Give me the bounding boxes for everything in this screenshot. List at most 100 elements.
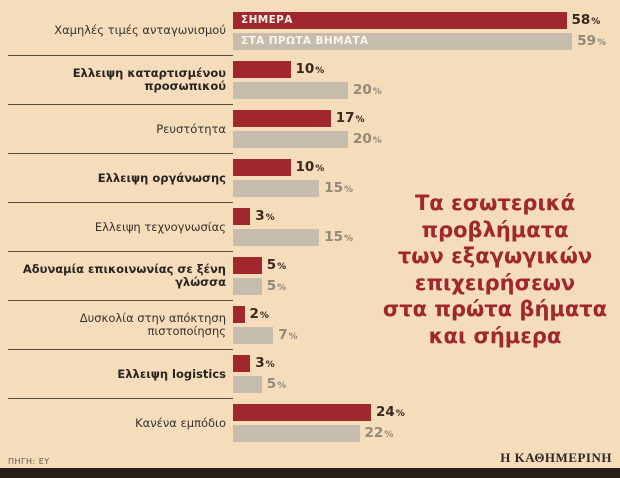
bar-line: 20% (233, 130, 620, 148)
chart-row: Ελλειψη logistics 3% 5% (0, 349, 620, 398)
bar-prota-vimata (233, 375, 262, 393)
bar-prota-vimata (233, 130, 348, 148)
bar-simera (233, 256, 262, 274)
chart-title-line: και σήμερα (428, 323, 562, 348)
bar-line: 5% (233, 256, 620, 274)
category-label-cell: Κανένα εμπόδιο (8, 398, 233, 447)
bars-cell: 5% 5% (233, 251, 620, 300)
value-label: 24% (376, 403, 405, 420)
value-label: 59% (577, 32, 607, 49)
bar-simera (233, 403, 371, 421)
chart-title-line: στα πρώτα βήματα (382, 297, 608, 321)
value-label: 10% (295, 158, 325, 175)
bars-cell: 10% 20% (233, 55, 620, 104)
chart-row: Χαμηλές τιμές ανταγωνισμού ΣΗΜΕΡΑ 58% ΣΤΑ Π… (0, 6, 620, 55)
value-label: 5% (266, 256, 287, 273)
chart-title-line: των εξαγωγικών (397, 244, 593, 268)
bar-line: 15% (233, 179, 620, 197)
category-label: Ελλειψη καταρτισμένου προσωπικού (72, 66, 226, 93)
bar-simera (233, 305, 245, 323)
value-label: 2% (249, 305, 269, 322)
value-label: 5% (266, 277, 287, 294)
bar-simera (233, 158, 291, 176)
bar-prota-vimata: ΣΤΑ ΠΡΩΤΑ ΒΗΜΑΤΑ (233, 32, 573, 50)
category-label: Ελλειψη logistics (117, 366, 226, 381)
category-label-cell: Ρευστότητα (8, 104, 233, 153)
chart-title-line: Τα εσωτερικά (414, 191, 575, 215)
bar-line: 10% (233, 158, 620, 176)
value-label: 3% (255, 207, 275, 224)
category-label: Ελλειψη τεχνογνωσίας (94, 219, 226, 234)
bar-line: 10% (233, 60, 620, 78)
value-label: 17% (335, 109, 365, 126)
bar-line: 24% (233, 403, 620, 421)
bar-simera (233, 109, 331, 127)
category-label-cell: Ελλειψη καταρτισμένου προσωπικού (8, 55, 233, 104)
category-label: Χαμηλές τιμές ανταγωνισμού (54, 23, 226, 37)
bar-simera (233, 207, 251, 225)
bar-line: ΣΤΑ ΠΡΩΤΑ ΒΗΜΑΤΑ 59% (233, 32, 620, 50)
bar-prota-vimata (233, 277, 262, 295)
category-label-cell: Ελλειψη τεχνογνωσίας (8, 202, 233, 251)
bar-line: 5% (233, 375, 620, 393)
value-label: 20% (353, 130, 382, 147)
bar-line: 3% (233, 207, 620, 225)
bar-prota-vimata (233, 179, 320, 197)
bar-prota-vimata (233, 81, 348, 99)
brand-logo: Η ΚΑΘΗΜΕΡΙΝΗ (500, 450, 612, 465)
bar-simera: ΣΗΜΕΡΑ (233, 11, 567, 29)
bars-cell: 17% 20% (233, 104, 620, 153)
chart-row: Αδυναμία επικοινωνίας σε ξένη γλώσσα 5% 5% (0, 251, 620, 300)
chart-title-line: προβλήματα (421, 217, 569, 242)
category-label-cell: Ελλειψη οργάνωσης (8, 153, 233, 202)
bar-line: 3% (233, 354, 620, 372)
bar-prota-vimata (233, 228, 320, 246)
value-label: 3% (255, 354, 275, 371)
bar-prota-vimata (233, 424, 360, 442)
chart-row: Ελλειψη καταρτισμένου προσωπικού 10% 20% (0, 55, 620, 104)
source-label: ΠΗΓΗ: ΕΥ (8, 457, 50, 466)
bar-line: 17% (233, 109, 620, 127)
category-label-cell: Ελλειψη logistics (8, 349, 233, 398)
value-label: 22% (364, 424, 394, 441)
bars-cell: 24% 22% (233, 398, 620, 447)
bar-simera (233, 354, 251, 372)
bars-cell: 3% 15% (233, 202, 620, 251)
value-label: 58% (571, 11, 601, 28)
chart-row: Ρευστότητα 17% 20% (0, 104, 620, 153)
bar-line: ΣΗΜΕΡΑ 58% (233, 11, 620, 29)
series-legend-label: ΣΤΑ ΠΡΩΤΑ ΒΗΜΑΤΑ (241, 35, 369, 47)
value-label: 20% (353, 81, 382, 98)
bar-line: 20% (233, 81, 620, 99)
chart-title: Τα εσωτερικά προβλήματα των εξαγωγικών ε… (376, 190, 614, 349)
chart-row: Δυσκολία στην απόκτηση πιστοποίησης 2% 7% (0, 300, 620, 349)
value-label: 7% (278, 326, 298, 343)
chart-title-line: επιχειρήσεων (414, 270, 576, 295)
bars-cell: ΣΗΜΕΡΑ 58% ΣΤΑ ΠΡΩΤΑ ΒΗΜΑΤΑ 59% (233, 6, 620, 55)
bar-chart: Χαμηλές τιμές ανταγωνισμού ΣΗΜΕΡΑ 58% ΣΤΑ Π… (0, 6, 620, 447)
chart-row: Ελλειψη οργάνωσης 10% 15% (0, 153, 620, 202)
category-label: Ελλειψη οργάνωσης (97, 170, 226, 185)
category-label: Δυσκολία στην απόκτηση πιστοποίησης (79, 311, 226, 338)
bars-cell: 10% 15% (233, 153, 620, 202)
category-label-cell: Δυσκολία στην απόκτηση πιστοποίησης (8, 300, 233, 349)
bottom-bar (0, 468, 620, 478)
value-label: 5% (266, 375, 287, 392)
bars-cell: 3% 5% (233, 349, 620, 398)
value-label: 15% (324, 179, 354, 196)
chart-row: Ελλειψη τεχνογνωσίας 3% 15% (0, 202, 620, 251)
bar-prota-vimata (233, 326, 274, 344)
footer: ΠΗΓΗ: ΕΥ Η ΚΑΘΗΜΕΡΙΝΗ (0, 450, 620, 468)
bar-simera (233, 60, 291, 78)
bar-line: 2% (233, 305, 620, 323)
bar-line: 22% (233, 424, 620, 442)
category-label: Αδυναμία επικοινωνίας σε ξένη γλώσσα (22, 262, 226, 289)
value-label: 15% (324, 228, 354, 245)
bar-line: 7% (233, 326, 620, 344)
bar-line: 15% (233, 228, 620, 246)
chart-row: Κανένα εμπόδιο 24% 22% (0, 398, 620, 447)
category-label: Ρευστότητα (156, 121, 226, 136)
value-label: 10% (295, 60, 325, 77)
category-label-cell: Αδυναμία επικοινωνίας σε ξένη γλώσσα (8, 251, 233, 300)
